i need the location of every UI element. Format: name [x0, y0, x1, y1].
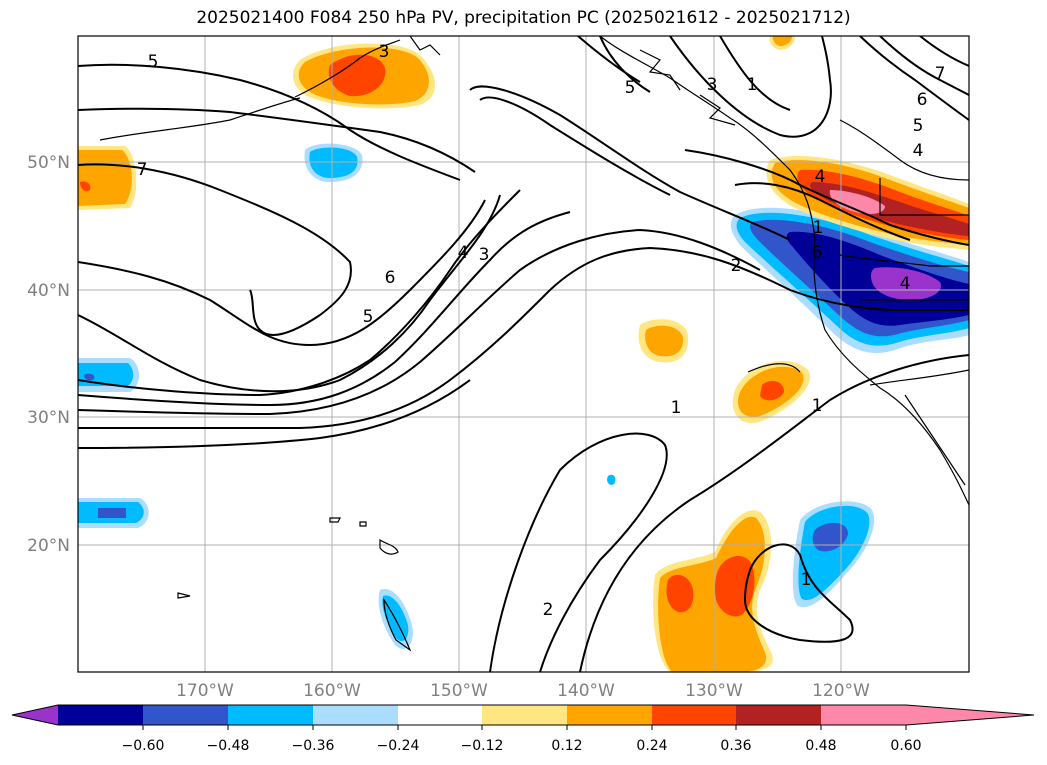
map-plot-area: 5 7 3 6 4 3 5 2 1 1 2 1 6 4 1 5 3 4 6 5 …	[78, 36, 969, 672]
contour-label: 1	[747, 75, 758, 95]
colorbar: −0.60 −0.48 −0.36 −0.24 −0.12 0.12 0.24 …	[11, 704, 1035, 754]
colorbar-segment	[143, 705, 228, 725]
contour-label: 6	[812, 243, 823, 263]
lat-label: 50°N	[27, 153, 70, 173]
colorbar-segment	[821, 705, 906, 725]
colorbar-left-arrow	[12, 705, 58, 725]
lat-label: 30°N	[27, 408, 70, 428]
colorbar-right-arrow	[906, 705, 1034, 725]
colorbar-segment	[567, 705, 652, 725]
lon-label: 150°W	[430, 681, 488, 701]
lat-label: 40°N	[27, 281, 70, 301]
colorbar-tick-label: 0.60	[890, 738, 921, 754]
colorbar-segment	[58, 705, 143, 725]
contour-label: 5	[913, 116, 924, 136]
colorbar-tick-label: −0.24	[377, 738, 420, 754]
colorbar-tick-label: −0.36	[292, 738, 335, 754]
contour-labels: 5 7 3 6 4 3 5 2 1 1 2 1 6 4 1 5 3 4 6 5 …	[137, 42, 946, 620]
contour-label: 3	[379, 42, 390, 62]
contour-label: 7	[935, 64, 946, 84]
coastlines	[99, 36, 969, 652]
colorbar-tick-label: 0.24	[636, 738, 667, 754]
contour-label: 6	[385, 268, 396, 288]
contour-label: 5	[148, 52, 159, 72]
contour-label: 1	[812, 396, 823, 416]
lon-label: 170°W	[176, 681, 234, 701]
contour-label: 1	[671, 398, 682, 418]
colorbar-segment	[652, 705, 736, 725]
longitude-labels: 170°W 160°W 150°W 140°W 130°W 120°W	[176, 681, 870, 701]
map-title: 2025021400 F084 250 hPa PV, precipitatio…	[196, 8, 851, 28]
lon-label: 160°W	[303, 681, 361, 701]
contour-label: 5	[363, 307, 374, 327]
colorbar-segment	[482, 705, 567, 725]
precip-shading	[78, 36, 969, 672]
colorbar-tick-label: 0.12	[551, 738, 582, 754]
contour-label: 3	[479, 245, 490, 265]
contour-label: 1	[801, 570, 812, 590]
contour-label: 2	[731, 256, 742, 276]
pv-contours	[78, 36, 969, 672]
colorbar-tick-label: −0.60	[122, 738, 165, 754]
contour-label: 4	[815, 167, 826, 187]
colorbar-tick-label: −0.12	[461, 738, 504, 754]
contour-label: 4	[913, 141, 924, 161]
contour-label: 7	[137, 160, 148, 180]
contour-label: 1	[813, 218, 824, 238]
colorbar-tick-label: 0.36	[720, 738, 751, 754]
contour-label: 2	[543, 600, 554, 620]
lon-label: 120°W	[812, 681, 870, 701]
contour-label: 3	[707, 75, 718, 95]
map-frame	[77, 35, 970, 673]
colorbar-segment	[398, 705, 482, 725]
colorbar-segment	[313, 705, 398, 725]
latitude-labels: 50°N 40°N 30°N 20°N	[27, 153, 70, 556]
contour-label: 4	[458, 243, 469, 263]
colorbar-segment	[736, 705, 821, 725]
lat-label: 20°N	[27, 536, 70, 556]
contour-label: 6	[917, 90, 928, 110]
colorbar-segment	[228, 705, 313, 725]
colorbar-tick-label: 0.48	[805, 738, 836, 754]
lon-label: 130°W	[685, 681, 743, 701]
contour-label: 5	[625, 78, 636, 98]
colorbar-tick-label: −0.48	[207, 738, 250, 754]
contour-label: 4	[900, 274, 911, 294]
map-gridlines	[78, 36, 969, 672]
lon-label: 140°W	[557, 681, 615, 701]
